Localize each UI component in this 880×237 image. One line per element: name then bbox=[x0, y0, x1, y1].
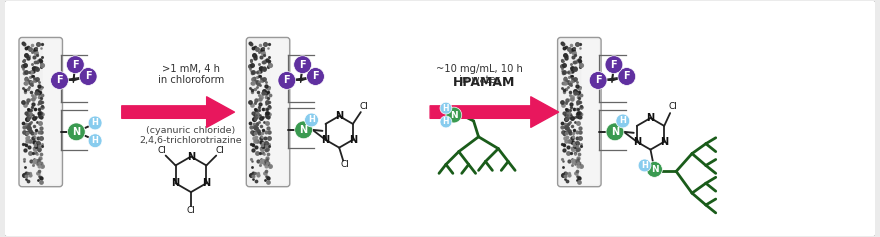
Circle shape bbox=[88, 134, 102, 148]
Text: N: N bbox=[633, 137, 641, 147]
Text: Cl: Cl bbox=[341, 160, 349, 169]
Text: N: N bbox=[660, 137, 668, 147]
Circle shape bbox=[306, 68, 325, 85]
FancyBboxPatch shape bbox=[19, 37, 62, 187]
Text: F: F bbox=[72, 60, 78, 70]
FancyBboxPatch shape bbox=[246, 37, 290, 187]
Text: N: N bbox=[611, 127, 619, 137]
Text: N: N bbox=[321, 135, 330, 145]
Text: F: F bbox=[84, 72, 92, 82]
Text: H: H bbox=[92, 118, 99, 128]
Text: F: F bbox=[56, 75, 62, 86]
Text: N: N bbox=[202, 178, 210, 188]
Text: N: N bbox=[650, 165, 658, 174]
Text: N: N bbox=[348, 135, 357, 145]
Text: N: N bbox=[172, 178, 180, 188]
Text: F: F bbox=[299, 60, 306, 70]
Text: N: N bbox=[647, 113, 655, 123]
Circle shape bbox=[590, 72, 607, 89]
Text: Cl: Cl bbox=[187, 206, 195, 215]
Text: H: H bbox=[443, 118, 449, 127]
Text: H: H bbox=[642, 161, 648, 170]
Text: in chloroform: in chloroform bbox=[158, 75, 224, 86]
Circle shape bbox=[295, 121, 312, 139]
FancyBboxPatch shape bbox=[270, 39, 288, 185]
FancyBboxPatch shape bbox=[558, 37, 601, 187]
Text: F: F bbox=[595, 75, 601, 86]
Circle shape bbox=[638, 159, 651, 172]
Circle shape bbox=[606, 123, 624, 141]
Circle shape bbox=[68, 123, 85, 141]
Text: F: F bbox=[312, 72, 319, 82]
Text: N: N bbox=[187, 151, 195, 162]
Circle shape bbox=[440, 116, 451, 128]
Text: N: N bbox=[450, 110, 458, 119]
Text: Cl: Cl bbox=[216, 146, 224, 155]
Text: ~10 mg/mL, 10 h: ~10 mg/mL, 10 h bbox=[436, 64, 523, 74]
Text: Cl: Cl bbox=[158, 146, 166, 155]
Text: F: F bbox=[283, 75, 290, 86]
Circle shape bbox=[647, 161, 663, 177]
Text: HPAMAM: HPAMAM bbox=[453, 76, 516, 89]
Circle shape bbox=[440, 102, 451, 114]
FancyBboxPatch shape bbox=[4, 0, 876, 237]
Text: H: H bbox=[92, 136, 99, 145]
Text: F: F bbox=[623, 72, 630, 82]
Text: N: N bbox=[72, 127, 80, 137]
Text: H: H bbox=[443, 104, 449, 113]
Text: in water: in water bbox=[459, 75, 500, 86]
Text: Cl: Cl bbox=[668, 102, 677, 111]
Text: F: F bbox=[611, 60, 617, 70]
Circle shape bbox=[66, 56, 84, 73]
Text: 2,4,6-trichlorotriazine: 2,4,6-trichlorotriazine bbox=[140, 136, 242, 145]
Circle shape bbox=[88, 116, 102, 130]
FancyBboxPatch shape bbox=[582, 39, 599, 185]
Text: N: N bbox=[335, 111, 343, 121]
Circle shape bbox=[304, 113, 319, 127]
Circle shape bbox=[51, 72, 69, 89]
Text: Cl: Cl bbox=[360, 102, 369, 111]
Circle shape bbox=[616, 114, 630, 128]
Text: >1 mM, 4 h: >1 mM, 4 h bbox=[162, 64, 220, 74]
Text: H: H bbox=[620, 116, 627, 125]
Circle shape bbox=[605, 56, 623, 73]
FancyBboxPatch shape bbox=[43, 39, 61, 185]
Circle shape bbox=[79, 68, 97, 85]
Circle shape bbox=[618, 68, 635, 85]
Text: H: H bbox=[308, 115, 315, 124]
Circle shape bbox=[446, 107, 462, 123]
Text: N: N bbox=[299, 125, 308, 135]
Circle shape bbox=[294, 56, 312, 73]
Circle shape bbox=[278, 72, 296, 89]
Text: (cyanuric chloride): (cyanuric chloride) bbox=[146, 126, 236, 135]
